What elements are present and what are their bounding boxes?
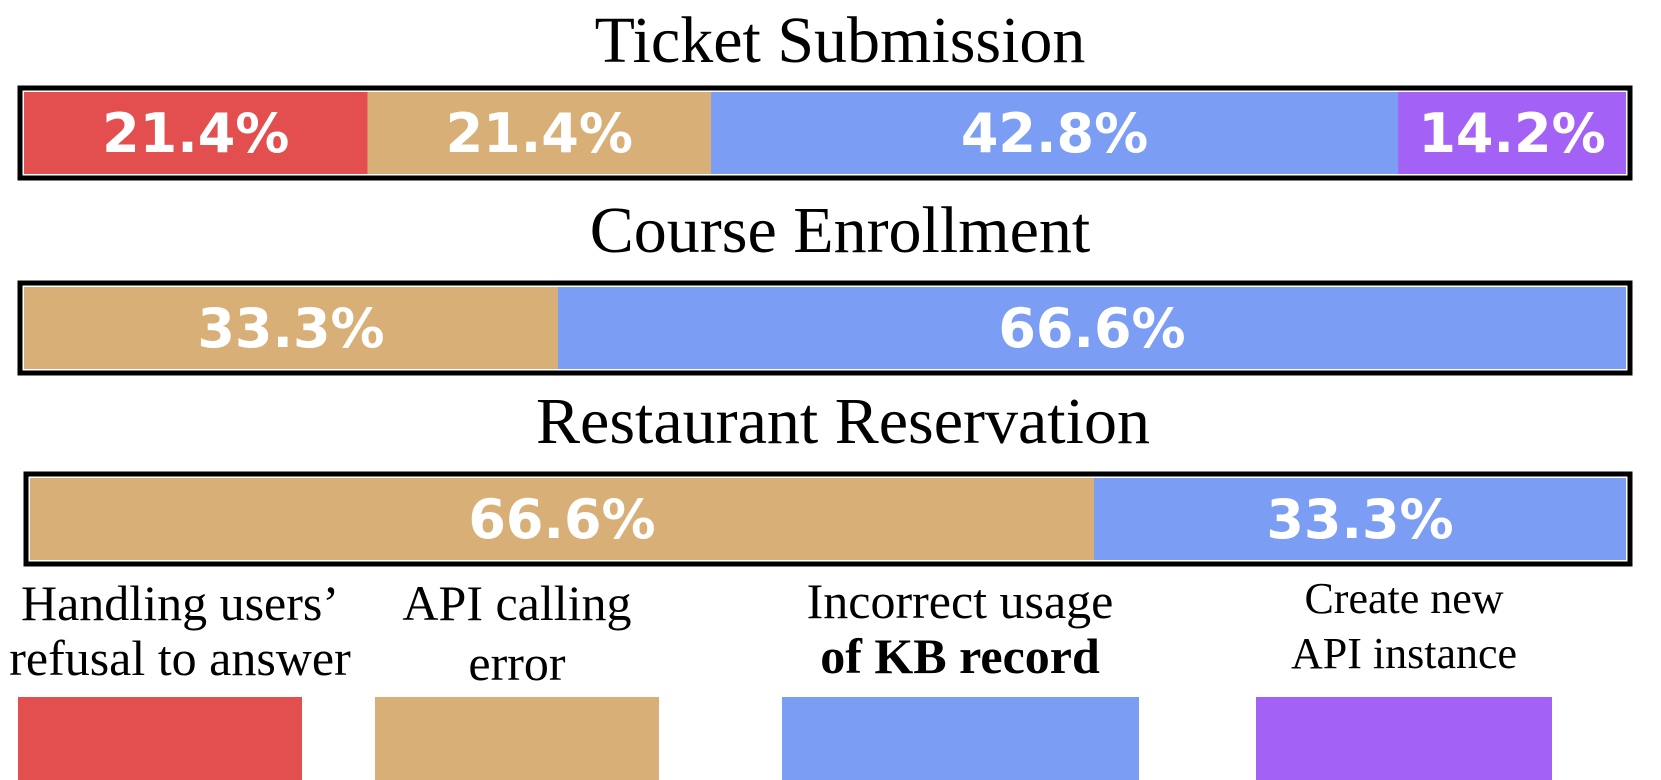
segment-value-label: 33.3%	[197, 297, 384, 360]
legend-label: Create new	[1304, 574, 1503, 623]
legend-swatch-api_error	[375, 697, 659, 780]
bar-title: Course Enrollment	[590, 194, 1090, 267]
legend-label: of KB record	[820, 628, 1100, 684]
legend-label: Handling users’	[21, 575, 339, 631]
bar-segment-refusal	[24, 92, 368, 174]
segment-value-label: 21.4%	[446, 102, 633, 165]
bar-segment-new_api	[1398, 92, 1626, 174]
legend-swatch-kb	[782, 697, 1139, 780]
bar-title: Ticket Submission	[595, 4, 1086, 77]
bar-segment-kb	[711, 92, 1399, 174]
segment-value-label: 21.4%	[102, 102, 289, 165]
bar-segment-api_error	[367, 92, 712, 174]
legend-label: refusal to answer	[9, 630, 351, 686]
legend-label: Incorrect usage	[807, 573, 1114, 629]
bar-frame	[17, 85, 1633, 181]
legend-label: API calling	[402, 575, 631, 631]
bar-segment-api_error	[30, 478, 1094, 560]
bar-segment-kb	[1094, 478, 1626, 560]
segment-value-label: 66.6%	[998, 297, 1185, 360]
bar-title: Restaurant Reservation	[536, 385, 1150, 458]
bar-segment-api_error	[24, 287, 558, 369]
bar-frame	[23, 471, 1633, 567]
bar-segment-kb	[558, 287, 1626, 369]
legend-swatch-refusal	[18, 697, 302, 780]
segment-value-label: 66.6%	[468, 488, 655, 551]
segment-value-label: 42.8%	[961, 102, 1148, 165]
segment-value-label: 14.2%	[1418, 102, 1605, 165]
bar-frame	[17, 280, 1633, 376]
segment-value-label: 33.3%	[1266, 488, 1453, 551]
legend-label: API instance	[1291, 629, 1517, 678]
legend-label: error	[468, 635, 565, 691]
legend-swatch-new_api	[1256, 697, 1552, 780]
